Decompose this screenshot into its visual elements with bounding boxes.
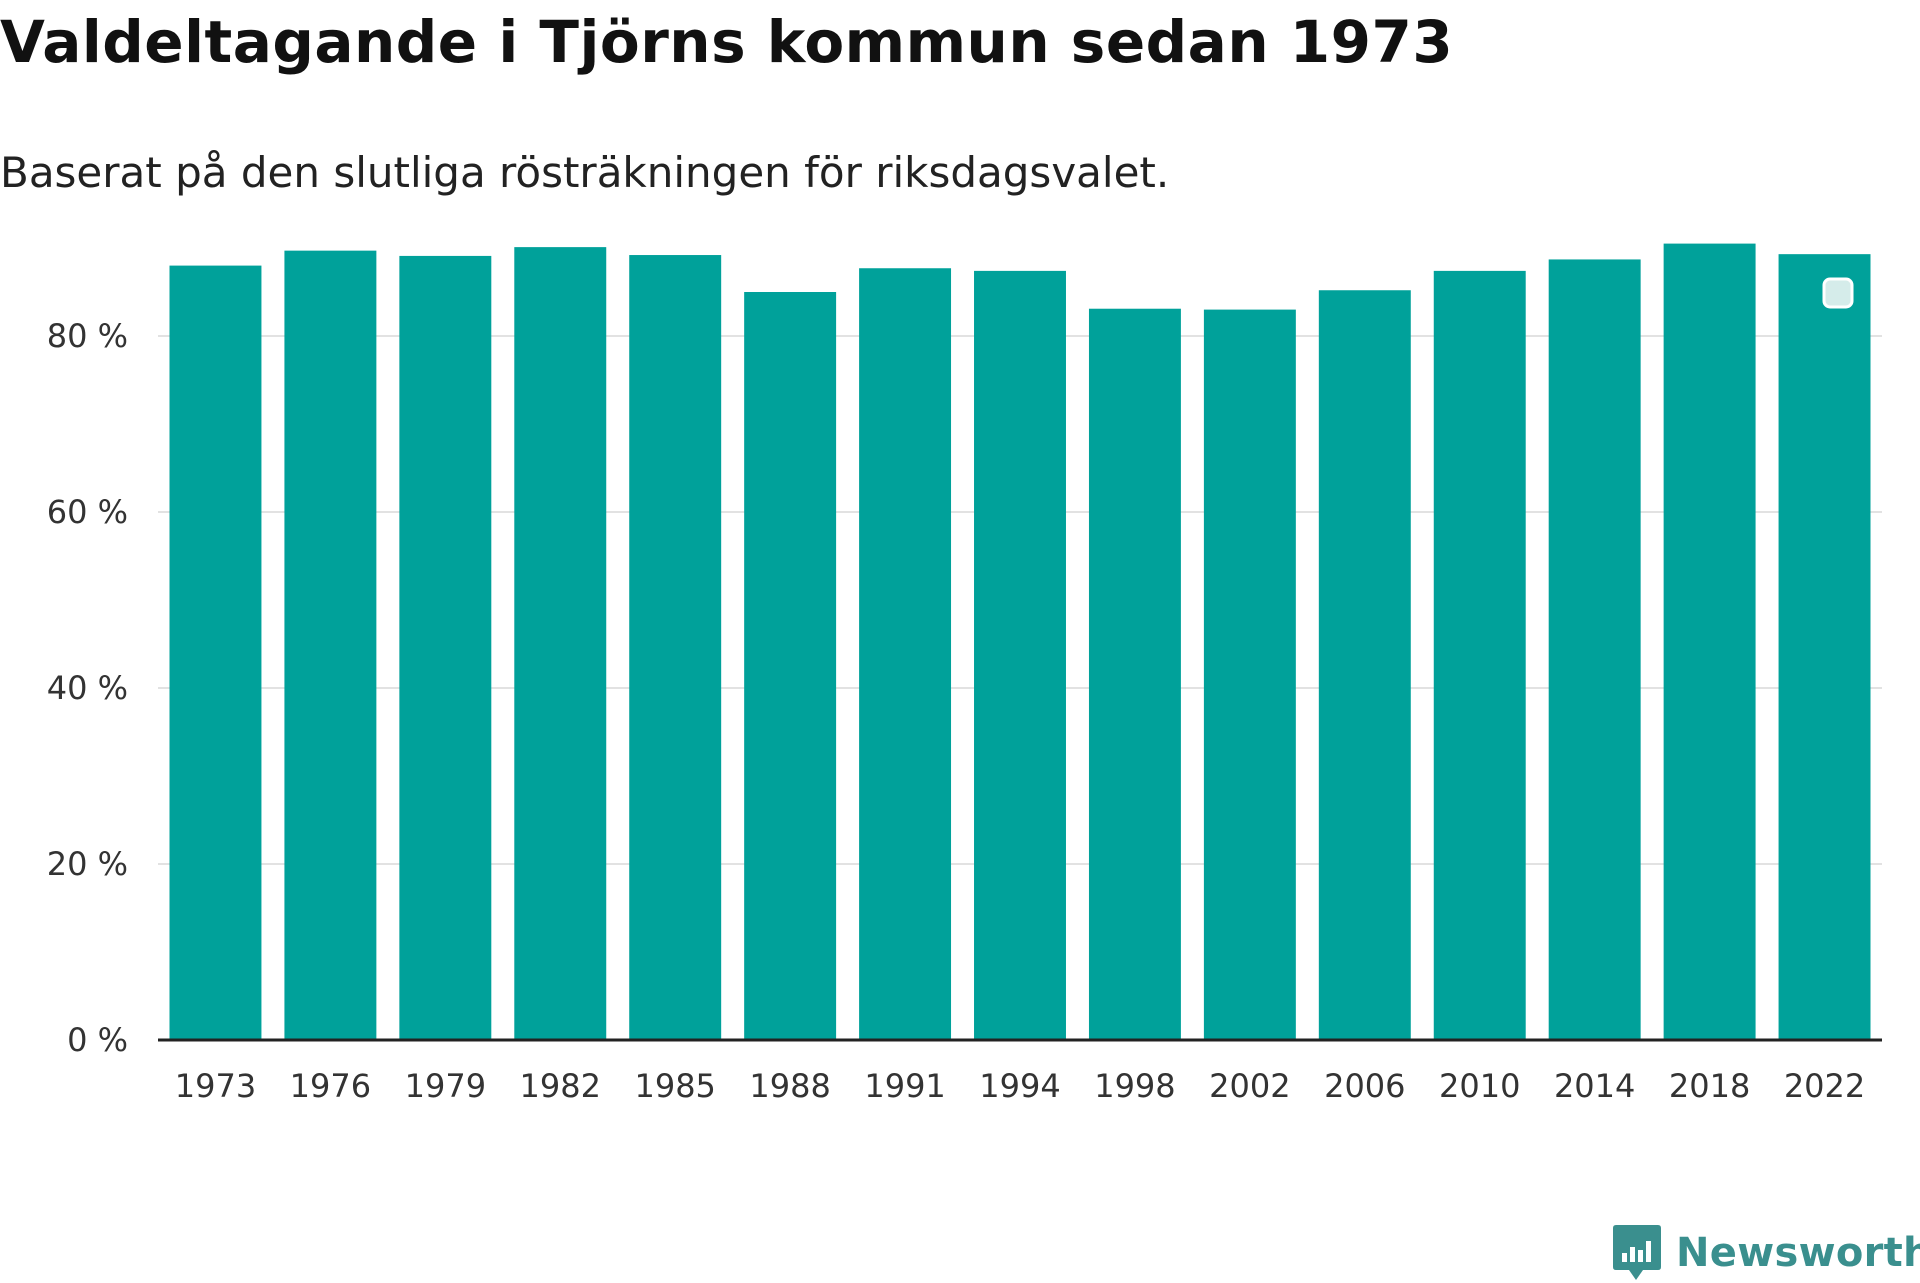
legend-swatch-icon[interactable]: [1822, 277, 1854, 309]
x-tick-label: 1973: [175, 1067, 256, 1105]
x-tick-label: 2002: [1209, 1067, 1290, 1105]
x-tick-label: 2010: [1439, 1067, 1520, 1105]
y-tick-label: 0 %: [67, 1021, 128, 1059]
x-tick-label: 1982: [520, 1067, 601, 1105]
x-tick-label: 1998: [1094, 1067, 1175, 1105]
bar-2002[interactable]: [1203, 309, 1296, 1041]
x-tick-label: 2022: [1784, 1067, 1865, 1105]
bar-1973[interactable]: [169, 265, 262, 1041]
y-axis-tick-labels: 0 % 20 % 40 % 60 % 80 %: [47, 317, 128, 1059]
bar-1988[interactable]: [744, 292, 837, 1040]
newsworthy-logo-icon: [1613, 1225, 1661, 1280]
bar-2022[interactable]: [1778, 254, 1871, 1040]
bars: [169, 243, 1871, 1041]
bar-1994[interactable]: [974, 270, 1066, 1040]
x-tick-label: 1988: [749, 1067, 830, 1105]
bar-1991[interactable]: [859, 268, 952, 1040]
x-tick-label: 1976: [290, 1067, 371, 1105]
x-tick-label: 2014: [1554, 1067, 1635, 1105]
bar-2014[interactable]: [1548, 259, 1641, 1040]
y-tick-label: 80 %: [47, 317, 128, 355]
x-tick-label: 1991: [864, 1067, 945, 1105]
x-tick-label: 1985: [634, 1067, 715, 1105]
bar-2010[interactable]: [1433, 270, 1526, 1040]
x-axis-tick-labels: 1973 1976 1979 1982 1985 1988 1991 1994 1998 2002…: [175, 1067, 1866, 1105]
bar-1998[interactable]: [1088, 308, 1181, 1041]
x-tick-label: 1979: [405, 1067, 486, 1105]
brand-logo: Newsworthy: [1612, 1223, 1920, 1283]
y-tick-label: 40 %: [47, 669, 128, 707]
chart-title: Valdeltagande i Tjörns kommun sedan 1973: [0, 8, 1454, 76]
bar-1982[interactable]: [514, 247, 607, 1040]
x-tick-label: 1994: [979, 1067, 1060, 1105]
bar-1985[interactable]: [629, 255, 722, 1041]
y-tick-label: 60 %: [47, 493, 128, 531]
x-tick-label: 2018: [1669, 1067, 1750, 1105]
bar-2018[interactable]: [1663, 243, 1756, 1041]
chart-subtitle: Baserat på den slutliga rösträkningen fö…: [0, 148, 1170, 197]
bar-1976[interactable]: [284, 250, 377, 1040]
brand-name: Newsworthy: [1676, 1230, 1920, 1276]
x-tick-label: 2006: [1324, 1067, 1405, 1105]
bar-2006[interactable]: [1318, 290, 1411, 1040]
bar-1979[interactable]: [399, 255, 492, 1041]
y-tick-label: 20 %: [47, 845, 128, 883]
